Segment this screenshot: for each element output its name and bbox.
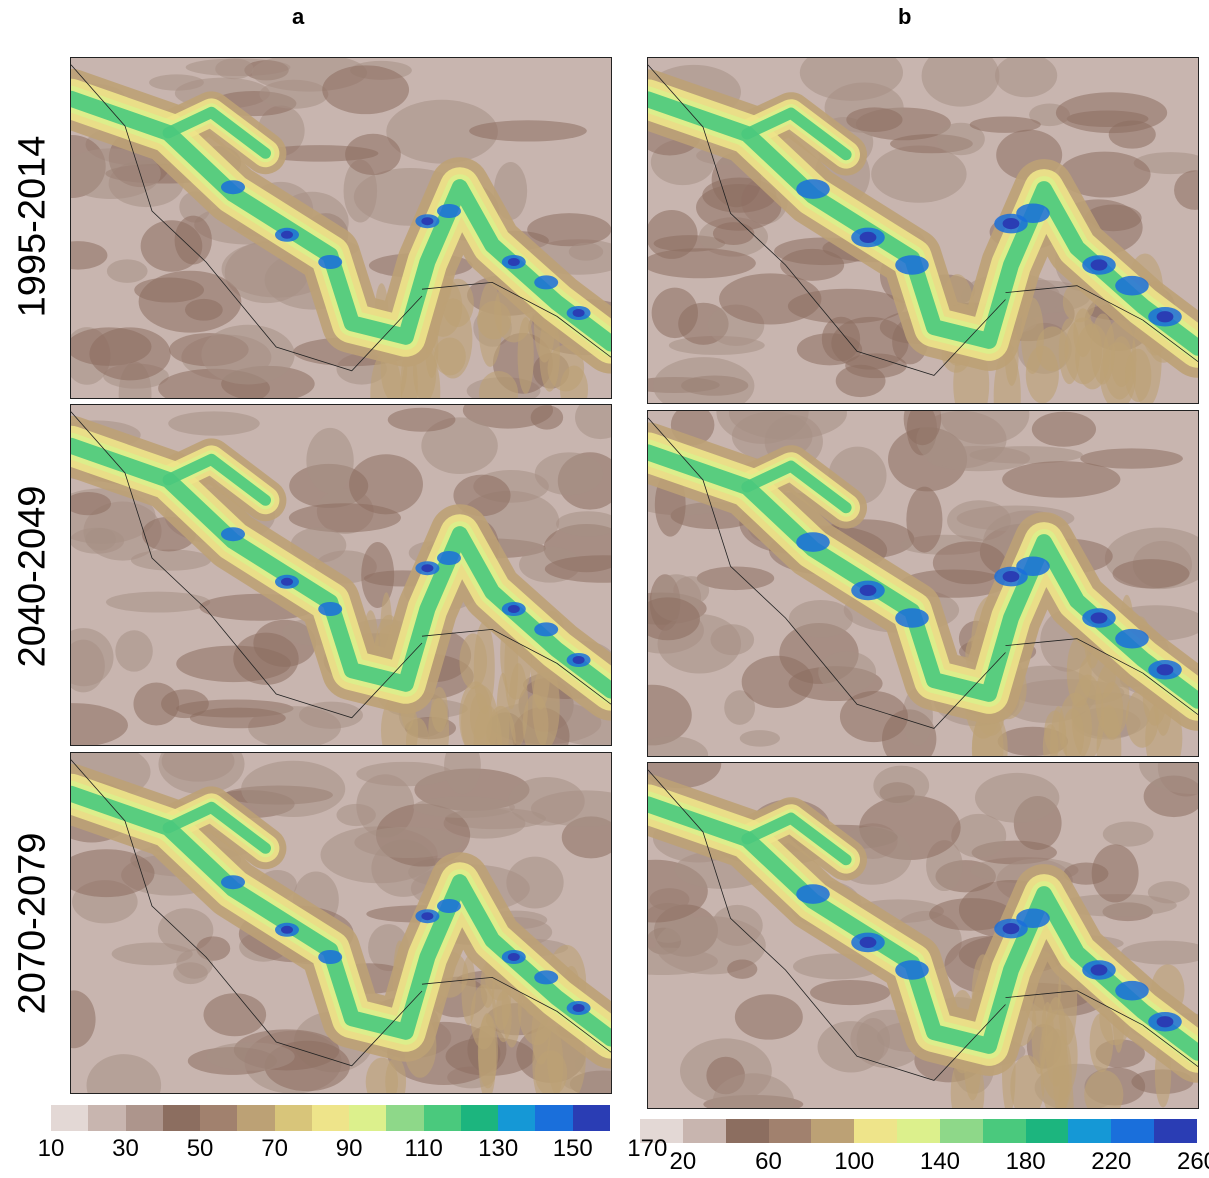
colorbar-segment xyxy=(386,1105,425,1131)
colorbar-tick-label: 180 xyxy=(1005,1148,1046,1175)
colorbar-tick-label: 60 xyxy=(755,1148,782,1175)
row-label-2040-2049: 2040-2049 xyxy=(11,485,54,668)
colorbar-segment xyxy=(498,1105,536,1131)
column-label-b: b xyxy=(898,4,912,29)
colorbar-segment xyxy=(423,1105,462,1131)
colorbar-tick-label: 90 xyxy=(335,1135,363,1162)
colorbar-tick-label: 140 xyxy=(919,1148,960,1175)
colorbar-segment xyxy=(939,1119,984,1143)
colorbar-segment xyxy=(162,1105,201,1131)
colorbar-segment xyxy=(982,1119,1027,1143)
map-panel-a-2040-2049 xyxy=(70,404,612,746)
precipitation-field xyxy=(71,753,611,1093)
colorbar-segment xyxy=(1154,1119,1197,1143)
colorbar-segment xyxy=(535,1105,574,1131)
colorbar-tick-label: 110 xyxy=(404,1135,443,1162)
precipitation-field xyxy=(71,58,611,398)
colorbar-segment xyxy=(274,1105,313,1131)
colorbar-tick-label: 70 xyxy=(261,1135,288,1162)
precipitation-field xyxy=(71,405,611,745)
colorbar-segment xyxy=(311,1105,350,1131)
map-panel-b-2070-2079 xyxy=(647,762,1199,1109)
colorbar-segment xyxy=(1068,1119,1112,1143)
colorbar-segment xyxy=(237,1105,276,1131)
colorbar-tick-label: 150 xyxy=(552,1135,593,1162)
colorbar-tick-label: 260 xyxy=(1176,1148,1209,1175)
map-panel-a-1995-2014 xyxy=(70,57,612,399)
colorbar-segment xyxy=(125,1105,164,1131)
colorbar-tick-label: 50 xyxy=(186,1135,214,1162)
colorbar-segment xyxy=(725,1119,770,1143)
row-label-2070-2079: 2070-2079 xyxy=(11,832,54,1015)
colorbar-b xyxy=(640,1119,1197,1143)
colorbar-tick-label: 220 xyxy=(1091,1148,1132,1175)
precipitation-field xyxy=(648,411,1198,756)
colorbar-segment xyxy=(682,1119,727,1143)
colorbar-segment xyxy=(768,1119,812,1143)
colorbar-segment xyxy=(349,1105,387,1131)
colorbar-tick-label: 20 xyxy=(669,1148,697,1175)
colorbar-tick-label: 10 xyxy=(37,1135,65,1162)
colorbar-segment xyxy=(200,1105,238,1131)
precipitation-field xyxy=(648,58,1198,403)
colorbar-segment xyxy=(1111,1119,1155,1143)
colorbar-segment xyxy=(88,1105,127,1131)
colorbar-segment xyxy=(51,1105,89,1131)
colorbar-segment xyxy=(897,1119,941,1143)
colorbar-segment xyxy=(1025,1119,1069,1143)
colorbar-tick-label: 30 xyxy=(112,1135,139,1162)
colorbar-tick-label: 130 xyxy=(478,1135,519,1162)
map-panel-a-2070-2079 xyxy=(70,752,612,1094)
row-label-1995-2014: 1995-2014 xyxy=(11,135,54,318)
colorbar-segment xyxy=(811,1119,855,1143)
colorbar-a xyxy=(51,1105,610,1131)
colorbar-segment xyxy=(572,1105,610,1131)
map-panel-b-1995-2014 xyxy=(647,57,1199,404)
column-label-a: a xyxy=(292,4,305,29)
colorbar-tick-label: 170 xyxy=(627,1135,668,1162)
colorbar-tick-label: 100 xyxy=(834,1148,875,1175)
colorbar-segment xyxy=(640,1119,684,1143)
map-panel-b-2040-2049 xyxy=(647,410,1199,757)
colorbar-segment xyxy=(460,1105,499,1131)
colorbar-segment xyxy=(854,1119,898,1143)
precipitation-field xyxy=(648,763,1198,1108)
